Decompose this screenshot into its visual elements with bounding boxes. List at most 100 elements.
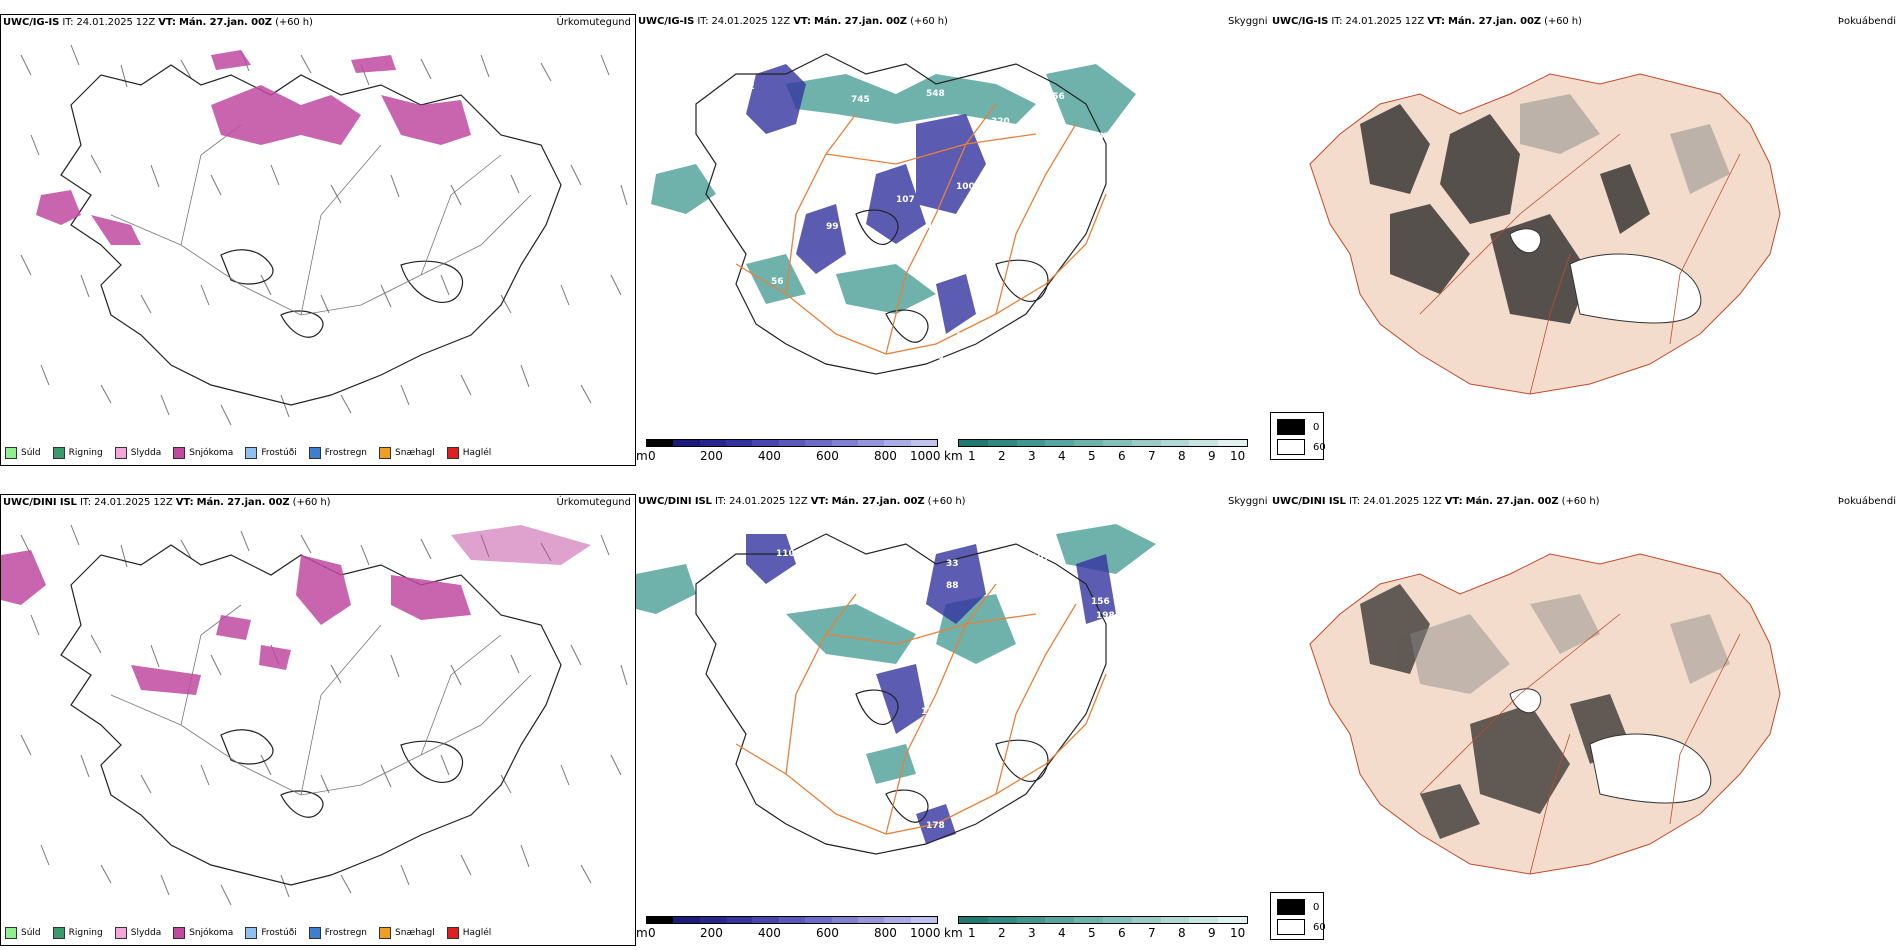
cloud-value: 100 (956, 182, 975, 192)
fog-legend-row: 0 (1277, 419, 1319, 435)
visibility-tick: 1 (968, 449, 976, 463)
fog-title-top: Þokuábendi (1837, 16, 1896, 27)
legend-swatch (446, 447, 459, 459)
cloud-value: 385 (1091, 132, 1110, 142)
fog-light-bottom (1410, 594, 1730, 694)
vt-value: Mán. 27.jan. 00Z (179, 17, 272, 28)
cloud-value: 88 (946, 581, 959, 591)
ceiling-tick: 1000 (910, 449, 941, 463)
model-name: UWC/DINI ISL (1272, 496, 1346, 507)
fog-title-bottom: Þokuábendi (1837, 496, 1896, 507)
visibility-strip (958, 916, 1248, 924)
visibility-tick: 8 (1178, 449, 1186, 463)
cloud-title-top: Skyggni (1228, 16, 1268, 27)
fog-legend-label: 60 (1313, 441, 1326, 453)
cloud-value: 103 (1041, 692, 1060, 702)
roads-mid-bottom (735, 583, 1107, 835)
visibility-tick: 9 (1208, 449, 1216, 463)
cloud-value: 56 (771, 277, 784, 287)
legend-swatch (52, 927, 65, 939)
cloud-map-bottom: 110 15 33 88 16 47 107 156 198 89 55 103… (636, 524, 1156, 855)
fog-legend-bottom: 0 60 (1270, 892, 1326, 940)
cloud-value: 96 (831, 297, 844, 307)
vt-value: Mán. 27.jan. 00Z (831, 496, 925, 507)
legend-label: Frostregn (324, 928, 368, 938)
ceiling-areas-bottom (746, 534, 1116, 844)
ceiling-strip (646, 439, 938, 447)
it-label: IT: (79, 497, 91, 508)
model-name: UWC/IG-IS (3, 17, 60, 28)
legend-label: Frostúði (261, 448, 297, 458)
cloud-value: 15 (816, 187, 829, 197)
it-value: 24.01.2025 12Z (1345, 16, 1425, 27)
it-label: IT: (62, 17, 74, 28)
fog-clear-top (1509, 228, 1702, 324)
ceiling-tick: 800 (874, 449, 897, 463)
cloud-value: 100 (848, 312, 867, 322)
model-name: UWC/DINI ISL (638, 496, 712, 507)
fog-header-bottom: UWC/DINI ISL IT: 24.01.2025 12Z VT: Mán.… (1272, 496, 1599, 507)
fog-rivers-bottom (1419, 613, 1741, 875)
model-name: UWC/IG-IS (1272, 16, 1329, 27)
legend-label: Snæhagl (395, 448, 435, 458)
legend-item: Snæhagl (379, 927, 435, 939)
fog-legend-label: 0 (1313, 421, 1320, 433)
ceiling-tick: 600 (816, 926, 839, 940)
fog-swatch (1277, 439, 1305, 455)
legend-item: Haglél (446, 447, 491, 459)
visibility-tick: 4 (1058, 449, 1066, 463)
visibility-unit: km (944, 926, 963, 940)
cloud-value: 142 (911, 777, 930, 787)
cloud-value: 156 (1091, 597, 1110, 607)
legend-label: Rigning (68, 448, 103, 458)
legend-label: Frostregn (324, 448, 368, 458)
legend-label: Frostúði (261, 928, 297, 938)
ceiling-tick: 400 (758, 449, 781, 463)
cloud-title-bottom: Skyggni (1228, 496, 1268, 507)
ceiling-tick: 400 (758, 926, 781, 940)
legend-label: Súld (21, 448, 41, 458)
ceiling-tick: 0 (648, 449, 656, 463)
legend-item: Frostregn (308, 447, 368, 459)
cloud-value: 107 (896, 195, 915, 205)
legend-swatch (245, 447, 258, 459)
visibility-tick: 2 (998, 449, 1006, 463)
visibility-tick: 2 (998, 926, 1006, 940)
lead-time: (+60 h) (1544, 16, 1582, 27)
cloud-values-top: 132 745 548 320 156 385 100 107 99 45 56… (736, 82, 1110, 397)
vt-value: Mán. 27.jan. 00Z (1465, 496, 1559, 507)
legend-item: Rigning (52, 447, 103, 459)
visibility-tick: 5 (1088, 926, 1096, 940)
fog-swatch (1277, 419, 1305, 435)
visibility-colorbar-top: km 1 2 3 4 5 6 7 8 9 10 (944, 437, 1250, 466)
roads-top (110, 124, 532, 316)
it-label: IT: (1348, 496, 1360, 507)
fog-map-top (1309, 73, 1781, 395)
legend-swatch (245, 927, 258, 939)
it-value: 24.01.2025 12Z (76, 17, 156, 28)
legend-swatch (173, 927, 186, 939)
ceiling-tick: 800 (874, 926, 897, 940)
vt-label: VT: (810, 496, 829, 507)
vis-areas-bottom (636, 524, 1156, 784)
legend-swatch (114, 927, 127, 939)
visibility-tick: 6 (1118, 449, 1126, 463)
fog-rivers-top (1419, 133, 1741, 395)
lead-time: (+60 h) (910, 16, 948, 27)
cloud-value: 132 (736, 82, 755, 92)
precip-title-bottom: Úrkomutegund (556, 497, 631, 508)
visibility-tick: 7 (1148, 449, 1156, 463)
cloud-value: 156 (1046, 92, 1065, 102)
cloud-value: 107 (936, 387, 955, 397)
legend-swatch (379, 927, 392, 939)
it-label: IT: (714, 496, 726, 507)
visibility-tick: 10 (1230, 926, 1246, 940)
legend-swatch (308, 447, 321, 459)
roads-mid-top (735, 103, 1107, 355)
roads-bottom (110, 604, 532, 796)
model-name: UWC/IG-IS (638, 16, 695, 27)
it-label: IT: (1331, 16, 1343, 27)
cloud-value: 24 (746, 127, 759, 137)
cloud-value: 745 (851, 95, 870, 105)
legend-label: Snæhagl (395, 928, 435, 938)
